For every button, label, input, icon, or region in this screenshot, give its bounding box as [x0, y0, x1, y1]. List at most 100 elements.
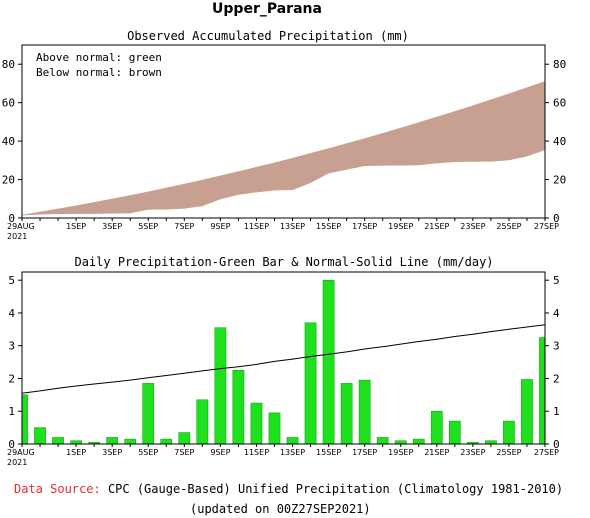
daily-bar [412, 438, 425, 445]
daily-y-axis: 0 0 1 1 2 2 3 3 4 4 5 5 [8, 274, 560, 451]
daily-ytick-label-left: 4 [8, 307, 15, 320]
daily-bar [124, 438, 137, 445]
accum-ytick-label-left: 40 [2, 135, 15, 148]
accum-below-normal-segment [364, 133, 383, 167]
accum-below-normal-segment [436, 111, 456, 164]
accum-below-normal-segment [57, 205, 77, 215]
daily-bar [521, 379, 533, 445]
daily-bar [340, 383, 353, 445]
accum-below-normal-segment [75, 202, 95, 214]
daily-ytick-label-right: 2 [553, 372, 560, 385]
accum-below-normal-segment [238, 166, 257, 195]
accum-below-normal-segment [202, 175, 221, 207]
daily-ytick-label-left: 3 [8, 340, 15, 353]
daily-bars-group [21, 279, 546, 445]
accum-below-normal-segment [256, 162, 275, 193]
accum-xtick-year: 2021 [7, 232, 27, 241]
accum-xtick-label: 25SEP [496, 222, 521, 231]
daily-xtick-label: 17SEP [352, 448, 377, 457]
daily-xtick-label: 11SEP [244, 448, 269, 457]
accum-chart: 0 0 20 20 40 40 60 60 80 80 29AUG 1SEP 3SEP 5SEP 7SEP… [2, 44, 566, 241]
daily-bar [214, 327, 227, 445]
daily-normal-line [21, 324, 546, 394]
accum-x-axis: 29AUG 1SEP 3SEP 5SEP 7SEP 9SEP 11SEP 13SEP 15SEP… [7, 218, 559, 241]
accum-xtick-label: 21SEP [424, 222, 449, 231]
accum-below-normal-segment [292, 153, 311, 191]
accum-xtick-label: 23SEP [460, 222, 485, 231]
accum-below-normal-segment [165, 183, 185, 210]
accum-below-normal-segment [129, 191, 149, 214]
accum-below-normal-segment [274, 157, 293, 191]
accum-xtick-label: 3SEP [102, 222, 122, 231]
daily-bar [448, 420, 461, 445]
accum-below-normal-segment [21, 211, 41, 216]
daily-ytick-label-right: 5 [553, 274, 560, 287]
daily-bar [160, 438, 173, 445]
accum-legend-below: Below normal: brown [36, 66, 162, 79]
daily-ytick-label-left: 2 [8, 372, 15, 385]
accum-chart-title: Observed Accumulated Precipitation (mm) [127, 29, 409, 43]
daily-xtick-label: 21SEP [424, 448, 449, 457]
accum-plot-frame [21, 44, 546, 219]
daily-ytick-label-right: 4 [553, 307, 560, 320]
daily-xtick-label: 25SEP [496, 448, 521, 457]
accum-below-normal-segment [346, 138, 365, 170]
daily-bar [358, 379, 371, 445]
daily-ytick-label-left: 1 [8, 405, 15, 418]
daily-xtick-label: 13SEP [280, 448, 305, 457]
accum-ytick-label-left: 20 [2, 174, 15, 187]
daily-bar [178, 432, 191, 445]
accum-below-normal-segment [310, 148, 329, 184]
updated-note: (updated on 00Z27SEP2021) [190, 502, 371, 516]
daily-x-axis: 29AUG 1SEP 3SEP 5SEP 7SEP 9SEP 11SEP 13SEP 15SEP… [7, 444, 559, 467]
daily-bar [503, 420, 515, 445]
data-source-line: Data Source: CPC (Gauge-Based) Unified P… [14, 482, 563, 496]
daily-xtick-label: 23SEP [460, 448, 485, 457]
daily-ytick-label-left: 0 [8, 438, 15, 451]
accum-below-normal-segment [93, 198, 113, 214]
accum-xtick-label: 7SEP [174, 222, 194, 231]
daily-ytick-label-right: 0 [553, 438, 560, 451]
accum-ytick-label-right: 80 [553, 58, 566, 71]
accum-ytick-label-left: 60 [2, 97, 15, 110]
daily-xtick-label: 29AUG [7, 448, 35, 457]
accum-xtick-label: 27SEP [534, 222, 559, 231]
accum-area-group [21, 81, 546, 216]
region-title: Upper_Parana [212, 1, 322, 17]
accum-xtick-label: 11SEP [244, 222, 269, 231]
accum-ytick-label-right: 40 [553, 135, 566, 148]
daily-xtick-label: 9SEP [210, 448, 230, 457]
data-source-text: CPC (Gauge-Based) Unified Precipitation … [107, 482, 564, 496]
daily-chart: 0 0 1 1 2 2 3 3 4 4 5 5 29AUG 1SEP 3SEP 5SEP 7SEP 9SEP 11… [7, 271, 560, 467]
accum-below-normal-segment [382, 127, 402, 166]
daily-xtick-label: 27SEP [534, 448, 559, 457]
accum-xtick-label: 19SEP [388, 222, 413, 231]
daily-bar [430, 410, 443, 445]
daily-bar [21, 394, 28, 445]
accum-xtick-label: 17SEP [352, 222, 377, 231]
daily-bar [539, 337, 546, 445]
daily-xtick-label: 7SEP [174, 448, 194, 457]
daily-bar [250, 402, 263, 445]
daily-bar [232, 370, 245, 445]
daily-bar [142, 383, 155, 445]
daily-xtick-label: 1SEP [66, 448, 86, 457]
accum-ytick-label-left: 80 [2, 58, 15, 71]
accum-xtick-label: 15SEP [316, 222, 341, 231]
daily-xtick-label: 3SEP [102, 448, 122, 457]
accum-xtick-label: 13SEP [280, 222, 305, 231]
daily-xtick-label: 19SEP [388, 448, 413, 457]
daily-ytick-label-right: 3 [553, 340, 560, 353]
daily-bar [34, 427, 46, 445]
accum-below-normal-segment [147, 187, 167, 210]
data-source-label: Data Source: [14, 482, 101, 496]
daily-bar [376, 437, 389, 445]
accum-xtick-label: 5SEP [138, 222, 158, 231]
daily-xtick-label: 15SEP [316, 448, 341, 457]
daily-ytick-label-right: 1 [553, 405, 560, 418]
daily-bar [106, 437, 119, 445]
accum-legend-above: Above normal: green [36, 51, 162, 64]
daily-bar [52, 437, 64, 445]
accum-below-normal-segment [111, 195, 131, 214]
accum-xtick-label: 29AUG [7, 222, 35, 231]
